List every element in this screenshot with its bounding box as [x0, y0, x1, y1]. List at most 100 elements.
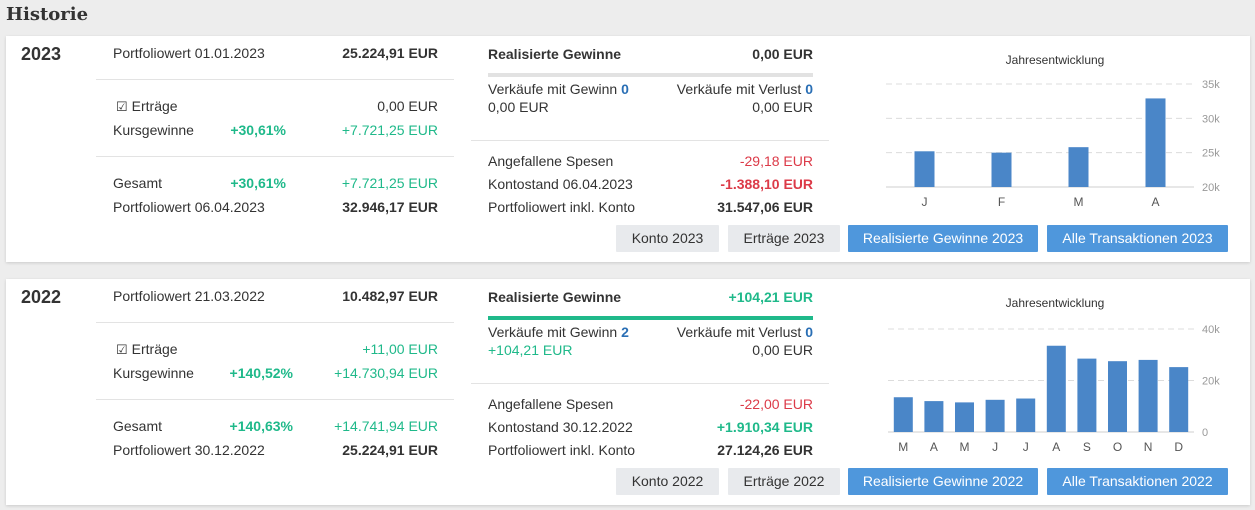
kursgewinne-label: Kursgewinne: [113, 122, 194, 138]
realized-gains-value: +104,21 EUR: [728, 289, 813, 305]
sales-loss-value: 0,00 EUR: [752, 99, 813, 115]
divider: [471, 383, 829, 384]
history-card-2022: 2022 Portfoliowert 21.03.2022 10.482,97 …: [6, 279, 1250, 505]
chart-bar: [1077, 358, 1097, 432]
divider: [96, 399, 454, 400]
gesamt-label: Gesamt: [113, 418, 163, 434]
sales-gain-label: Verkäufe mit Gewinn: [488, 81, 618, 97]
chart-bar: [985, 399, 1005, 432]
kursgewinne-value: +7.721,25 EUR: [341, 122, 438, 138]
sales-loss-count: 0: [805, 81, 813, 97]
ertraege-label: Erträge: [131, 98, 178, 114]
portfolio-start-label: Portfoliowert 21.03.2022: [113, 288, 265, 304]
chart-bar: [1016, 398, 1036, 432]
x-tick-label: J: [922, 195, 928, 209]
realized-gains-2022-button[interactable]: Realisierte Gewinne 2022: [848, 468, 1038, 495]
x-tick-label: N: [1144, 440, 1153, 454]
x-tick-label: M: [960, 440, 970, 454]
account-balance-value: +1.910,34 EUR: [716, 419, 813, 435]
chart-bar: [1145, 98, 1166, 187]
realized-gains-2023-button[interactable]: Realisierte Gewinne 2023: [848, 225, 1038, 252]
realized-gains-bar: [488, 73, 813, 77]
y-tick-label: 40k: [1202, 324, 1220, 336]
checkbox-icon: ☑: [116, 99, 128, 114]
kursgewinne-label: Kursgewinne: [113, 365, 194, 381]
portfolio-start-value: 10.482,97 EUR: [342, 288, 438, 304]
sales-loss-count: 0: [805, 324, 813, 340]
realized-gains-bar: [488, 316, 813, 320]
portfolio-incl-account-label: Portfoliowert inkl. Konto: [488, 199, 636, 215]
sales-loss-label: Verkäufe mit Verlust: [676, 324, 802, 340]
portfolio-incl-account-value: 27.124,26 EUR: [717, 442, 813, 458]
y-tick-label: 35k: [1202, 79, 1220, 91]
chart-bar: [914, 151, 935, 187]
x-tick-label: J: [992, 440, 998, 454]
portfolio-start-value: 25.224,91 EUR: [342, 45, 438, 61]
chart-bar: [1108, 361, 1127, 432]
sales-gain-value: +104,21 EUR: [488, 342, 573, 358]
x-tick-label: A: [1151, 195, 1159, 209]
x-tick-label: D: [1174, 440, 1183, 454]
ertraege-label: Erträge: [131, 341, 178, 357]
x-tick-label: A: [930, 440, 938, 454]
fees-label: Angefallene Spesen: [488, 153, 614, 169]
sales-gain-value: 0,00 EUR: [488, 99, 549, 115]
page-title: Historie: [6, 4, 89, 25]
account-balance-label: Kontostand 30.12.2022: [488, 419, 633, 435]
chart-bar: [1046, 345, 1066, 432]
ertraege-row: ☑ Erträge: [116, 98, 178, 115]
account-2023-button[interactable]: Konto 2023: [616, 225, 719, 252]
x-tick-label: S: [1083, 440, 1091, 454]
gesamt-value: +14.741,94 EUR: [334, 418, 438, 434]
portfolio-end-value: 25.224,91 EUR: [342, 442, 438, 458]
x-tick-label: J: [1023, 440, 1029, 454]
y-tick-label: 30k: [1202, 113, 1220, 125]
sales-gain-row: Verkäufe mit Gewinn 2: [488, 324, 629, 340]
gesamt-value: +7.721,25 EUR: [341, 175, 438, 191]
x-tick-label: M: [1074, 195, 1084, 209]
divider: [96, 322, 454, 323]
y-tick-label: 0: [1202, 427, 1208, 439]
portfolio-start-label: Portfoliowert 01.01.2023: [113, 45, 265, 61]
sales-gain-count: 2: [621, 324, 629, 340]
x-tick-label: O: [1113, 440, 1122, 454]
sales-loss-label: Verkäufe mit Verlust: [676, 81, 802, 97]
all-transactions-2023-button[interactable]: Alle Transaktionen 2023: [1047, 225, 1228, 252]
portfolio-incl-account-label: Portfoliowert inkl. Konto: [488, 442, 636, 458]
fees-label: Angefallene Spesen: [488, 396, 614, 412]
sales-loss-row: Verkäufe mit Verlust 0: [633, 324, 813, 340]
ertraege-value: 0,00 EUR: [377, 98, 438, 114]
chart-bar: [924, 401, 944, 432]
kursgewinne-percent: +140,52%: [229, 365, 293, 381]
ertraege-row: ☑ Erträge: [116, 341, 178, 358]
chart-bar: [1138, 359, 1158, 432]
income-2022-button[interactable]: Erträge 2022: [728, 468, 840, 495]
gesamt-percent: +140,63%: [229, 418, 293, 434]
chart-bar: [1068, 147, 1089, 187]
x-tick-label: M: [898, 440, 908, 454]
annual-development-chart: 0 20k 40k M A M J J A S O N D: [888, 324, 1220, 454]
portfolio-end-label: Portfoliowert 30.12.2022: [113, 442, 265, 458]
y-tick-label: 20k: [1202, 376, 1220, 388]
annual-development-chart: 20k 25k 30k 35k J F M A: [886, 79, 1220, 209]
realized-gains-label: Realisierte Gewinne: [488, 289, 622, 305]
fees-value: -29,18 EUR: [739, 153, 813, 169]
chart-title: Jahresentwicklung: [1005, 53, 1105, 67]
account-2022-button[interactable]: Konto 2022: [616, 468, 719, 495]
income-2023-button[interactable]: Erträge 2023: [728, 225, 840, 252]
account-balance-value: -1.388,10 EUR: [720, 176, 813, 192]
kursgewinne-percent: +30,61%: [230, 122, 286, 138]
divider: [471, 140, 829, 141]
realized-gains-value: 0,00 EUR: [752, 46, 813, 62]
gesamt-label: Gesamt: [113, 175, 163, 191]
sales-gain-count: 0: [621, 81, 629, 97]
y-tick-label: 25k: [1202, 148, 1220, 160]
chart-bar: [893, 397, 913, 432]
sales-loss-row: Verkäufe mit Verlust 0: [633, 81, 813, 97]
x-tick-label: A: [1052, 440, 1060, 454]
all-transactions-2022-button[interactable]: Alle Transaktionen 2022: [1047, 468, 1228, 495]
x-tick-label: F: [998, 195, 1005, 209]
sales-gain-row: Verkäufe mit Gewinn 0: [488, 81, 629, 97]
chart-title: Jahresentwicklung: [1005, 296, 1105, 310]
year-heading: 2023: [21, 44, 62, 64]
